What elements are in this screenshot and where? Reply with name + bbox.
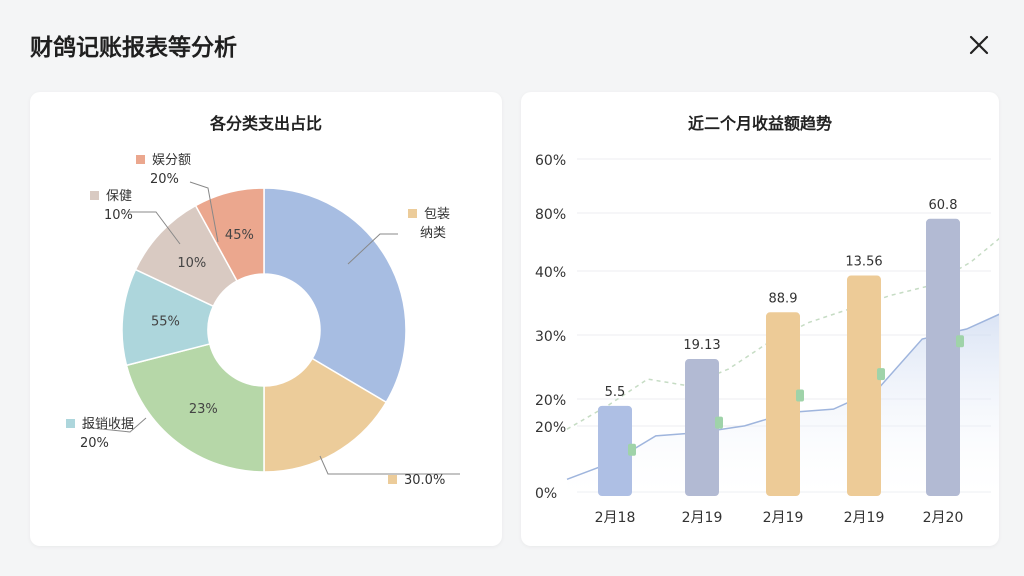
bar-marker (796, 389, 804, 402)
legend-swatch (66, 419, 75, 428)
leader-line (319, 455, 460, 475)
revenue-trend-panel: 近二个月收益额趋势 60% 80% 40% 30% 20% 20% 0% 5.5 2月18 19.… (521, 92, 999, 546)
y-tick-label: 20% (535, 393, 566, 409)
legend-item: 报销收据 20% (66, 417, 134, 451)
y-tick-label: 0% (535, 486, 557, 502)
close-icon[interactable] (964, 30, 994, 60)
x-tick-label: 2月18 (595, 510, 636, 526)
pie-slice (263, 357, 388, 473)
bar-marker (956, 335, 964, 348)
legend-name: 包装 (424, 207, 450, 222)
bar (598, 405, 632, 496)
page-title: 财鸽记账报表等分析 (30, 35, 237, 61)
bar-value-label: 60.8 (929, 198, 958, 213)
x-tick-label: 2月19 (682, 510, 723, 526)
legend-swatch (408, 209, 417, 218)
trend-area (567, 314, 999, 496)
pie-slice-label: 23% (189, 402, 218, 417)
legend-name: 保健 (106, 189, 132, 204)
legend-swatch (136, 155, 145, 164)
legend-pct: 30.0% (404, 473, 445, 488)
legend-item: 保健 10% (90, 189, 133, 223)
bar (926, 218, 960, 496)
legend-item: 30.0% (388, 473, 445, 488)
leader-line (189, 181, 219, 243)
leader-line (347, 233, 398, 265)
leader-line (81, 417, 147, 433)
pie-slice-label: 10% (177, 256, 206, 271)
legend-pct: 10% (104, 208, 133, 223)
bar-chart-title: 近二个月收益额趋势 (687, 114, 832, 133)
pie-chart-title: 各分类支出占比 (209, 114, 322, 133)
y-tick-label: 20% (535, 420, 566, 436)
bar-marker (877, 368, 885, 381)
bar-marker (628, 443, 636, 456)
y-tick-label: 60% (535, 153, 566, 169)
legend-pct: 20% (150, 172, 179, 187)
pie-slice-label: 45% (225, 228, 254, 243)
pie-slice-label: 55% (151, 315, 180, 330)
y-tick-label: 30% (535, 329, 566, 345)
expense-share-panel: 各分类支出占比 23% 55% 10% 45% 娱分额 20% 保健 10% 包装 纳类 报销收据 2… (30, 92, 502, 546)
legend-pct: 20% (80, 436, 109, 451)
bar-value-label: 5.5 (605, 385, 626, 400)
bar (847, 275, 881, 496)
pie-slice (125, 343, 265, 473)
x-tick-label: 2月19 (763, 510, 804, 526)
x-tick-label: 2月20 (923, 510, 964, 526)
legend-swatch (388, 475, 397, 484)
leader-line (128, 211, 181, 245)
bar (766, 312, 800, 496)
bar-value-label: 88.9 (769, 291, 798, 306)
legend-name: 报销收据 (82, 417, 134, 432)
bar-value-label: 19.13 (683, 338, 720, 353)
legend-swatch (90, 191, 99, 200)
x-tick-label: 2月19 (844, 510, 885, 526)
legend-item: 娱分额 20% (136, 153, 191, 187)
pie-slice (263, 187, 407, 404)
y-tick-label: 40% (535, 265, 566, 281)
bar-chart: 60% 80% 40% 30% 20% 20% 0% 5.5 2月18 19.13 2月19 88.9… (535, 153, 999, 526)
y-tick-label: 80% (535, 207, 566, 223)
bar (685, 359, 719, 496)
bar-value-label: 13.56 (845, 255, 882, 270)
legend-pct: 纳类 (420, 226, 446, 241)
legend-name: 娱分额 (152, 153, 191, 168)
bar-marker (715, 416, 723, 429)
